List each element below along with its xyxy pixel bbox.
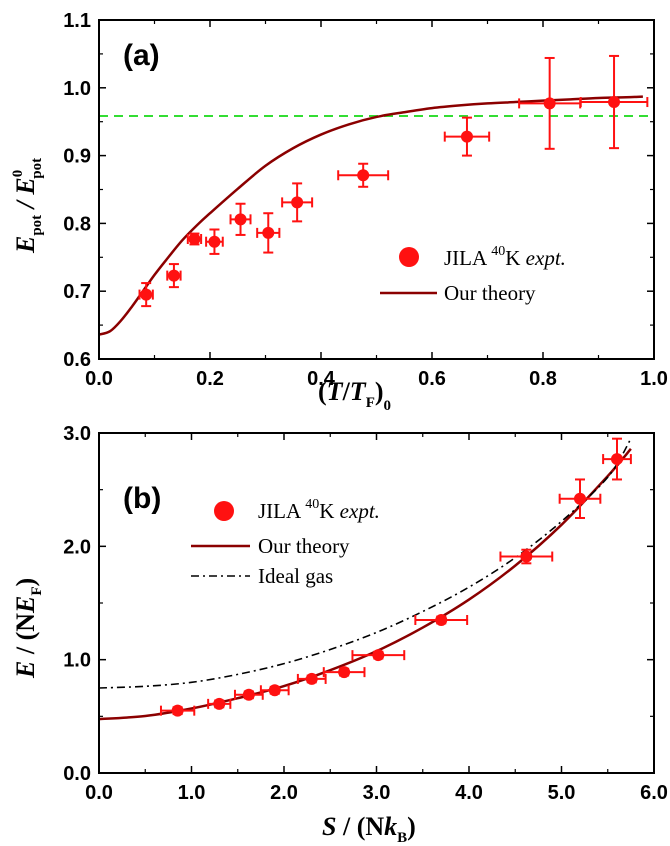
x-axis-label-b: S / (NkB) bbox=[322, 812, 416, 846]
panel-a: 0.0 0.2 0.4 0.6 0.8 1.0 0.6 0.7 0.8 0.9 1.0 1.1 (a… bbox=[10, 10, 668, 414]
x-tick-label: 6.0 bbox=[640, 782, 668, 804]
data-marker bbox=[460, 130, 473, 143]
ticks-a bbox=[98, 19, 655, 360]
panel-label-a: (a) bbox=[123, 39, 160, 72]
y-tick-label: 0.6 bbox=[63, 349, 91, 371]
legend-label-theory-a: Our theory bbox=[444, 281, 536, 305]
y-tick-label: 2.0 bbox=[63, 536, 91, 558]
legend-marker-expt-b bbox=[214, 501, 234, 521]
data-point bbox=[322, 666, 366, 679]
series-lines-a bbox=[98, 95, 643, 336]
data-marker bbox=[357, 169, 370, 182]
data-marker bbox=[213, 697, 226, 710]
data-point bbox=[558, 478, 602, 519]
data-point bbox=[443, 116, 491, 157]
x-tick-label: 0.6 bbox=[418, 368, 446, 390]
legend-label-expt-b: JILA 40K expt. bbox=[258, 497, 380, 523]
y-tick-label: 1.0 bbox=[63, 78, 91, 100]
x-tick-label: 1.0 bbox=[178, 782, 206, 804]
x-tick-labels-a: 0.0 0.2 0.4 0.6 0.8 1.0 bbox=[85, 368, 668, 390]
data-point bbox=[166, 263, 182, 289]
data-marker bbox=[291, 196, 304, 209]
y-tick-labels-b: 0.0 1.0 2.0 3.0 bbox=[63, 423, 91, 785]
y-axis-label-a: Epot / E0 pot bbox=[10, 158, 45, 254]
x-tick-label: 3.0 bbox=[363, 782, 391, 804]
legend-label-ideal-b: Ideal gas bbox=[258, 564, 333, 588]
data-point bbox=[207, 697, 232, 710]
data-point bbox=[337, 162, 390, 188]
data-marker bbox=[435, 614, 448, 626]
x-tick-label: 1.0 bbox=[640, 368, 668, 390]
x-tick-label: 0.2 bbox=[196, 368, 224, 390]
data-marker bbox=[574, 492, 586, 505]
data-point bbox=[579, 54, 649, 150]
data-marker bbox=[338, 666, 351, 679]
legend-label-theory-b: Our theory bbox=[258, 534, 350, 558]
x-tick-label: 0.0 bbox=[85, 368, 113, 390]
series-points-a bbox=[138, 54, 649, 308]
data-point bbox=[159, 704, 196, 717]
data-point bbox=[229, 202, 252, 236]
data-marker bbox=[262, 226, 275, 239]
series-points-b bbox=[159, 437, 632, 717]
legend-b: JILA 40K expt. Our theory Ideal gas bbox=[191, 497, 380, 588]
data-marker bbox=[543, 97, 556, 110]
data-marker bbox=[611, 453, 623, 466]
data-point bbox=[281, 182, 314, 223]
data-point bbox=[138, 282, 154, 308]
y-tick-label: 0.0 bbox=[63, 763, 91, 785]
series-line-our-theory bbox=[98, 95, 643, 336]
data-marker bbox=[268, 684, 281, 697]
x-tick-label: 5.0 bbox=[548, 782, 576, 804]
data-point bbox=[518, 56, 582, 150]
data-marker bbox=[188, 232, 201, 245]
data-marker bbox=[242, 688, 255, 701]
legend-label-expt-a: JILA 40K expt. bbox=[444, 244, 566, 270]
data-marker bbox=[305, 672, 318, 685]
data-point bbox=[256, 212, 281, 254]
data-point bbox=[296, 672, 327, 685]
data-point bbox=[205, 228, 224, 255]
panel-label-b: (b) bbox=[123, 482, 161, 515]
data-marker bbox=[234, 213, 247, 226]
y-axis-label-b: E / (NEF) bbox=[11, 578, 45, 679]
data-point bbox=[414, 614, 469, 626]
series-line-ideal-gas bbox=[98, 438, 632, 689]
x-tick-label: 0.0 bbox=[85, 782, 113, 804]
x-tick-label: 0.8 bbox=[529, 368, 557, 390]
x-tick-labels-b: 0.0 1.0 2.0 3.0 4.0 5.0 6.0 bbox=[85, 782, 668, 804]
x-tick-label: 2.0 bbox=[270, 782, 298, 804]
data-marker bbox=[140, 288, 153, 301]
panel-b: 0.0 1.0 2.0 3.0 4.0 5.0 6.0 0.0 1.0 2.0 3.0 (b) J… bbox=[11, 423, 668, 846]
y-tick-label: 1.0 bbox=[63, 650, 91, 672]
data-marker bbox=[208, 235, 221, 248]
data-marker bbox=[520, 550, 533, 563]
data-point bbox=[499, 548, 554, 565]
plot-frame-b bbox=[98, 432, 655, 774]
x-axis-label-a: (T/TF)0 bbox=[318, 377, 391, 414]
data-point bbox=[233, 688, 264, 701]
data-point bbox=[186, 232, 203, 246]
data-point bbox=[351, 649, 406, 662]
data-marker bbox=[372, 649, 385, 662]
x-tick-label: 4.0 bbox=[455, 782, 483, 804]
y-tick-label: 0.9 bbox=[63, 146, 91, 168]
data-point bbox=[602, 437, 632, 481]
x-tick-label: 0.4 bbox=[307, 368, 336, 390]
y-tick-labels-a: 0.6 0.7 0.8 0.9 1.0 1.1 bbox=[63, 10, 91, 371]
ticks-b bbox=[98, 432, 655, 774]
legend-marker-expt-a bbox=[399, 247, 419, 267]
y-tick-label: 0.8 bbox=[63, 213, 91, 235]
data-marker bbox=[608, 96, 621, 109]
y-tick-label: 3.0 bbox=[63, 423, 91, 445]
y-tick-label: 0.7 bbox=[63, 281, 91, 303]
data-point bbox=[259, 684, 290, 697]
legend-a: JILA 40K expt. Our theory bbox=[380, 244, 566, 305]
data-marker bbox=[171, 704, 184, 717]
series-line-our-theory bbox=[98, 448, 632, 721]
plot-frame-a bbox=[98, 19, 655, 360]
y-tick-label: 1.1 bbox=[63, 10, 91, 32]
data-marker bbox=[167, 269, 180, 282]
